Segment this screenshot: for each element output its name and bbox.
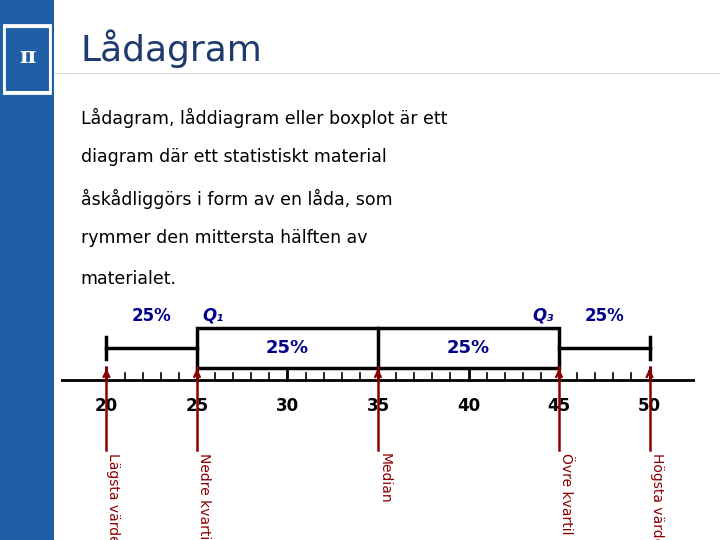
Text: rymmer den mittersta hälften av: rymmer den mittersta hälften av (81, 230, 367, 247)
Text: Högsta värde: Högsta värde (649, 453, 664, 540)
Text: π: π (19, 46, 35, 68)
Text: Lägsta värde: Lägsta värde (107, 453, 120, 540)
Text: Övre kvartil: Övre kvartil (559, 453, 573, 535)
Text: 30: 30 (276, 397, 299, 415)
Text: 25%: 25% (266, 339, 309, 357)
Text: 50: 50 (638, 397, 661, 415)
Text: Lådagram: Lådagram (81, 30, 263, 69)
Text: diagram där ett statistiskt material: diagram där ett statistiskt material (81, 148, 387, 166)
Text: 25%: 25% (447, 339, 490, 357)
Text: 20: 20 (95, 397, 118, 415)
Text: 40: 40 (457, 397, 480, 415)
Text: Lådagram, låddiagram eller boxplot är ett: Lådagram, låddiagram eller boxplot är et… (81, 108, 447, 128)
Text: Median: Median (378, 453, 392, 504)
Text: materialet.: materialet. (81, 270, 176, 288)
Text: 25: 25 (186, 397, 209, 415)
Text: 25%: 25% (585, 307, 624, 325)
Bar (197, 328, 559, 368)
Text: Nedre kvartil: Nedre kvartil (197, 453, 211, 540)
Text: 45: 45 (547, 397, 570, 415)
Text: 35: 35 (366, 397, 390, 415)
Text: Q₁: Q₁ (202, 307, 224, 325)
Text: åskådliggörs i form av en låda, som: åskådliggörs i form av en låda, som (81, 189, 392, 209)
FancyBboxPatch shape (4, 27, 50, 92)
Text: 25%: 25% (132, 307, 171, 325)
Text: Q₃: Q₃ (532, 307, 554, 325)
